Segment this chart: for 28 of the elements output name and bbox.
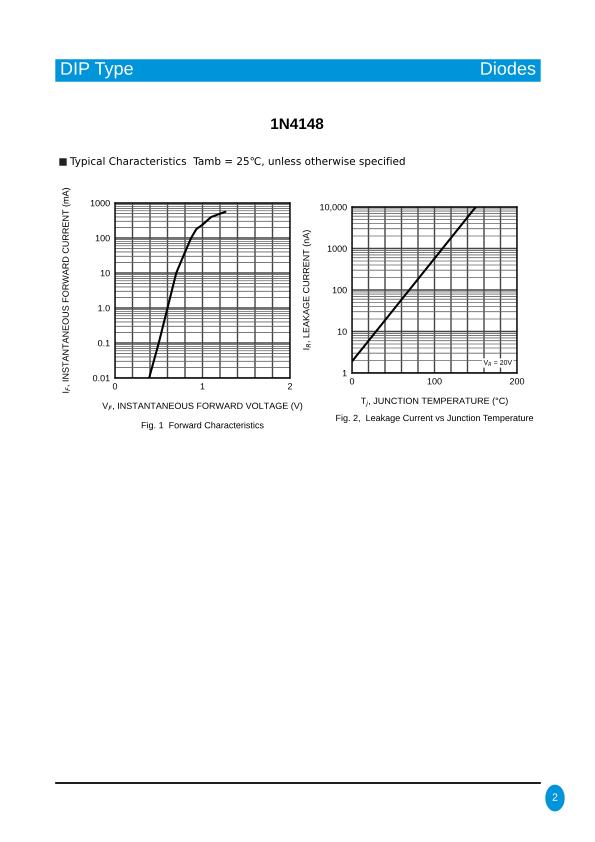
text: DIP Type: [61, 62, 133, 78]
text: Fig. 2, Leakage Current vs Junction Temperature: [336, 414, 534, 423]
x-tick-label: 0: [112, 383, 118, 390]
text: 1N4148: [271, 118, 324, 130]
y-tick-label: 10,000: [320, 204, 347, 212]
text: 2: [552, 793, 558, 801]
x-tick-label: 200: [510, 378, 524, 384]
x-tick-label: 0: [350, 378, 354, 384]
y-tick-label: 0.1: [98, 340, 110, 346]
y-tick-label: 1000: [90, 200, 110, 206]
y-tick-label: 1: [342, 370, 347, 376]
x-tick-label: 100: [428, 378, 442, 384]
text: Diodes: [481, 62, 536, 75]
text: Fig. 1 Forward Characteristics: [142, 422, 264, 430]
y-tick-label: 100: [96, 234, 110, 242]
y-tick-label: 1.0: [98, 304, 110, 312]
y-tick-label: 10: [100, 270, 110, 276]
y-axis-title: I$_{R}$, LEAKAGE CURRENT (nA): [302, 230, 312, 350]
y-tick-label: 1000: [328, 245, 347, 252]
x-axis-title: V$_{F}$, INSTANTANEOUS FORWARD VOLTAGE (V): [102, 402, 302, 411]
x-tick-label: 2: [288, 383, 292, 390]
y-tick-label: 10: [338, 328, 347, 335]
y-tick-label: 100: [332, 286, 347, 294]
x-axis-title: T$_{j}$, JUNCTION TEMPERATURE (°C): [360, 397, 508, 407]
y-axis-title: I$_{F}$, INSTANTANEOUS FORWARD CURRENT (mA): [62, 188, 71, 393]
x-tick-label: 1: [200, 383, 205, 390]
y-tick-label: 0.01: [92, 374, 110, 382]
text: Typical Characteristics Tamb = 25℃, unless otherwise specified: [70, 156, 405, 168]
